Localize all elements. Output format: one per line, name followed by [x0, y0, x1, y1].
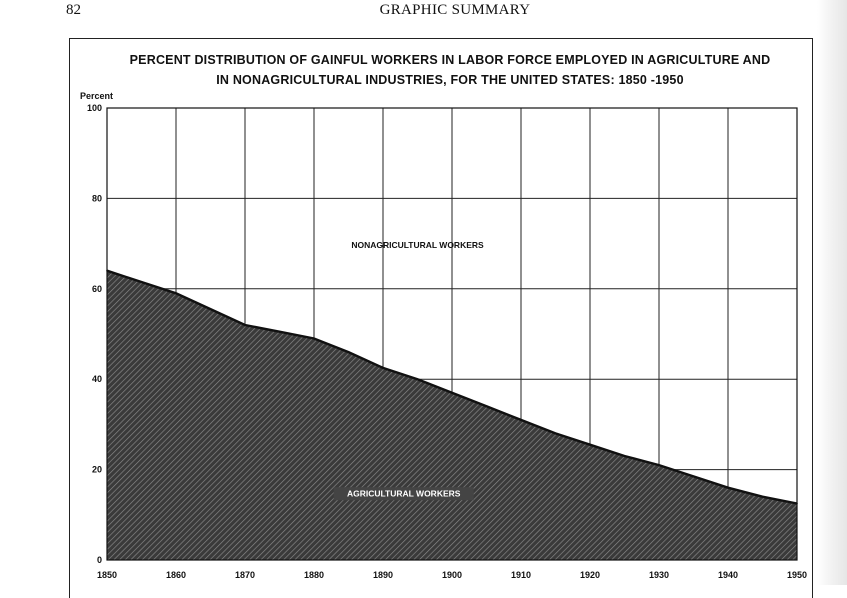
- data-point-1870: [244, 324, 246, 326]
- annotation-agricultural-workers-background: [333, 487, 474, 501]
- chart-title-line-1: PERCENT DISTRIBUTION OF GAINFUL WORKERS …: [129, 53, 771, 67]
- x-tick-label-1870: 1870: [235, 570, 255, 580]
- data-point-1945: [761, 495, 764, 498]
- data-point-1930: [658, 464, 660, 466]
- data-point-1935: [692, 475, 695, 478]
- chart-title: PERCENT DISTRIBUTION OF GAINFUL WORKERS …: [80, 50, 820, 90]
- data-point-1910: [520, 419, 522, 421]
- data-point-1920: [589, 443, 591, 446]
- data-point-1915: [554, 432, 557, 435]
- x-tick-label-1940: 1940: [718, 570, 738, 580]
- y-axis-label: Percent: [80, 91, 113, 101]
- y-tick-label-40: 40: [92, 374, 102, 384]
- x-tick-label-1950: 1950: [787, 570, 807, 580]
- data-point-1905: [485, 405, 488, 408]
- page-number: 82: [66, 2, 81, 18]
- data-point-1895: [416, 378, 419, 381]
- data-point-1900: [451, 392, 453, 394]
- annotation-agricultural-workers-group: AGRICULTURAL WORKERS: [333, 487, 474, 501]
- data-point-1940: [727, 486, 729, 489]
- annotation-nonagricultural-workers: NONAGRICULTURAL WORKERS: [351, 240, 484, 250]
- chart-title-line-2: IN NONAGRICULTURAL INDUSTRIES, FOR THE U…: [216, 73, 684, 87]
- plot-area-border: [106, 107, 798, 561]
- agricultural-area-layer: [106, 269, 798, 560]
- annotation-agricultural-workers: AGRICULTURAL WORKERS: [347, 489, 461, 499]
- data-point-1875: [278, 330, 281, 333]
- x-tick-label-1850: 1850: [97, 570, 117, 580]
- agricultural-workers-area: [107, 270, 797, 560]
- page-edge-shadow: [817, 0, 847, 585]
- y-tick-label-100: 100: [87, 103, 102, 113]
- x-tick-label-1930: 1930: [649, 570, 669, 580]
- tick-labels: 1850 1860 1870 1880 1890 1900 1910 1920 1930 1940…: [87, 103, 807, 580]
- running-head: GRAPHIC SUMMARY: [379, 2, 531, 18]
- x-tick-label-1900: 1900: [442, 570, 462, 580]
- y-tick-label-20: 20: [92, 465, 102, 475]
- x-tick-label-1860: 1860: [166, 570, 186, 580]
- plot-border: [106, 107, 798, 561]
- data-point-1925: [623, 455, 626, 457]
- data-point-1885: [347, 351, 350, 353]
- data-point-1855: [140, 281, 143, 283]
- y-tick-label-80: 80: [92, 193, 102, 203]
- area-chart: 1850 1860 1870 1880 1890 1900 1910 1920 1930 1940…: [80, 91, 807, 580]
- data-point-1880: [313, 337, 315, 340]
- y-tick-label-0: 0: [97, 555, 102, 565]
- y-tick-label-60: 60: [92, 284, 102, 294]
- data-point-1890: [382, 367, 384, 369]
- x-tick-label-1880: 1880: [304, 570, 324, 580]
- chart-frame: [69, 38, 813, 598]
- x-tick-label-1910: 1910: [511, 570, 531, 580]
- data-point-1865: [209, 308, 212, 310]
- x-tick-label-1890: 1890: [373, 570, 393, 580]
- x-tick-label-1920: 1920: [580, 570, 600, 580]
- data-point-1860: [175, 292, 177, 295]
